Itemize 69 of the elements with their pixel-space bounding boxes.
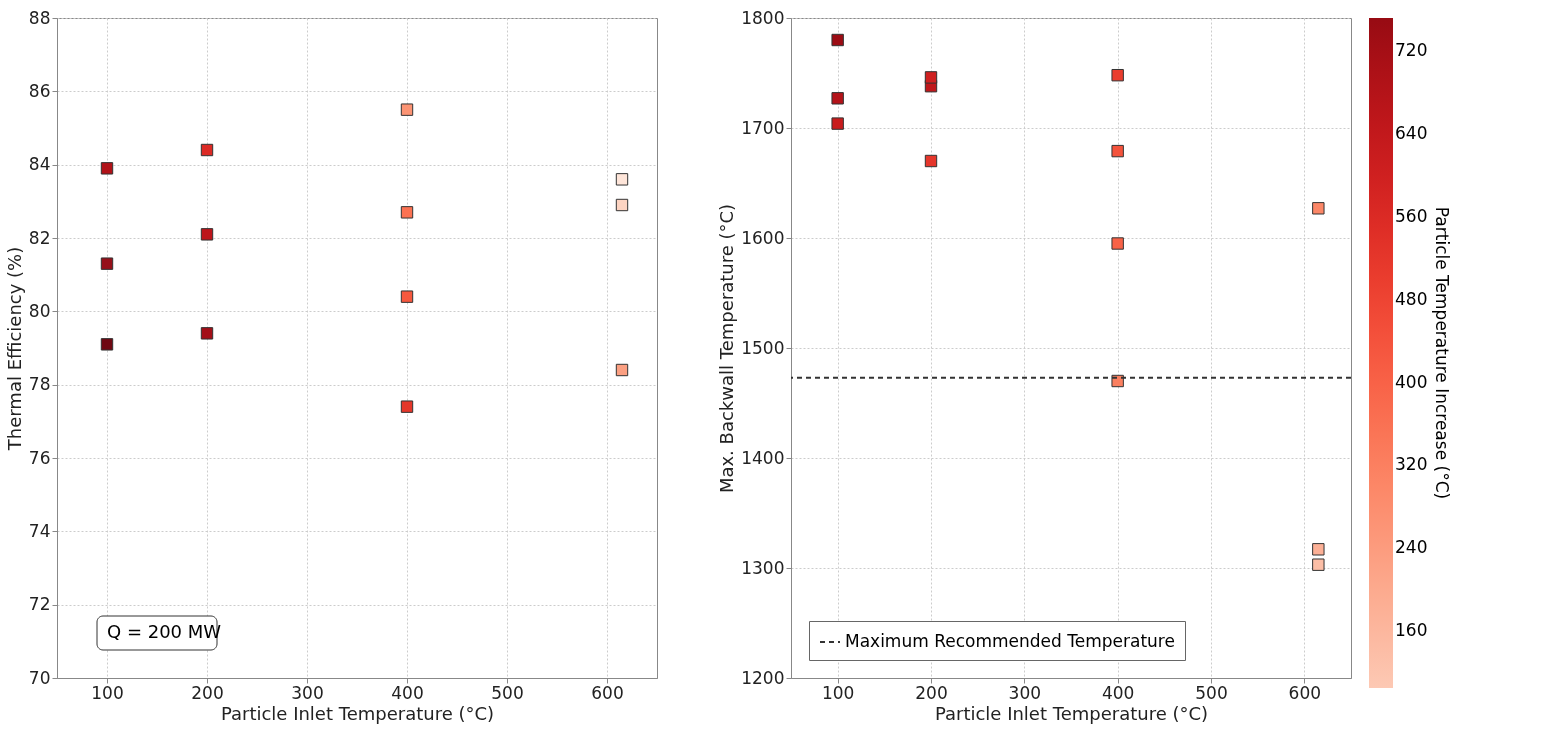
point <box>1312 543 1325 556</box>
color-bar-label: 160 <box>1395 620 1428 641</box>
color-bar-label: 640 <box>1395 122 1428 143</box>
color-bar-title: Particle Temperature Increase (°C) <box>1432 206 1452 500</box>
point <box>615 363 629 377</box>
x-tick-label: 100 <box>91 682 124 703</box>
point <box>1111 237 1124 250</box>
x-tick-label: 400 <box>1101 682 1135 703</box>
legend-label: Maximum Recommended Temperature <box>845 631 1175 651</box>
y-tick-label: 1200 <box>741 667 785 688</box>
point <box>1111 144 1124 158</box>
color-bar-label: 400 <box>1395 371 1428 392</box>
x-tick-label: 200 <box>191 682 224 703</box>
point <box>831 92 844 105</box>
point <box>100 257 114 270</box>
y-tick-label: 74 <box>28 520 51 541</box>
point <box>200 143 214 157</box>
x-tick-label: 400 <box>391 682 424 703</box>
point <box>200 228 214 241</box>
point <box>831 117 844 130</box>
y-tick-label: 1500 <box>741 337 785 358</box>
point <box>400 206 414 219</box>
y-axis-title: Thermal Efficiency (%) <box>3 246 25 452</box>
point <box>1312 202 1325 215</box>
y-tick-label: 1600 <box>741 227 785 248</box>
point <box>615 198 629 212</box>
x-axis-title: Particle Inlet Temperature (°C) <box>934 702 1209 724</box>
y-tick-label: 80 <box>28 300 51 321</box>
x-tick-label: 600 <box>1288 682 1322 703</box>
y-tick-label: 76 <box>28 447 51 468</box>
y-tick-label: 72 <box>28 594 51 615</box>
y-tick-label: 1400 <box>741 447 785 468</box>
point <box>400 400 414 413</box>
point <box>924 154 938 168</box>
y-tick-label: 78 <box>28 374 51 395</box>
color-bar-label: 720 <box>1395 40 1428 61</box>
point <box>1111 69 1124 82</box>
annotation: Q = 200 MW <box>107 621 222 642</box>
x-tick-label: 100 <box>821 682 855 703</box>
point <box>100 162 114 175</box>
y-tick-label: 82 <box>28 227 51 248</box>
color-bar-label: 480 <box>1395 288 1428 309</box>
x-tick-label: 300 <box>1008 682 1042 703</box>
y-tick-label: 1700 <box>741 117 785 138</box>
x-tick-label: 200 <box>915 682 948 703</box>
y-tick-label: 70 <box>28 667 51 688</box>
y-tick-label: 1300 <box>741 557 785 578</box>
color-bar-label: 240 <box>1395 537 1428 558</box>
x-tick-label: 500 <box>1195 682 1228 703</box>
y-tick-label: 84 <box>28 154 51 175</box>
x-axis-title: Particle Inlet Temperature (°C) <box>220 702 495 724</box>
point <box>1312 558 1325 571</box>
point <box>100 338 114 351</box>
y-tick-label: 86 <box>28 80 51 101</box>
point <box>615 173 629 186</box>
y-tick-label: 1800 <box>741 7 785 28</box>
point <box>1111 374 1124 388</box>
y-tick-label: 88 <box>28 7 51 28</box>
point <box>400 290 414 303</box>
point <box>400 103 414 116</box>
x-tick-label: 600 <box>591 682 624 703</box>
color-bar-label: 560 <box>1395 205 1428 226</box>
point <box>924 71 938 84</box>
x-tick-label: 500 <box>491 682 524 703</box>
y-axis-title: Max. Backwall Temperature (°C) <box>716 203 738 494</box>
point <box>831 33 844 47</box>
point <box>200 327 214 340</box>
color-bar-label: 320 <box>1395 454 1428 475</box>
x-tick-label: 300 <box>291 682 324 703</box>
